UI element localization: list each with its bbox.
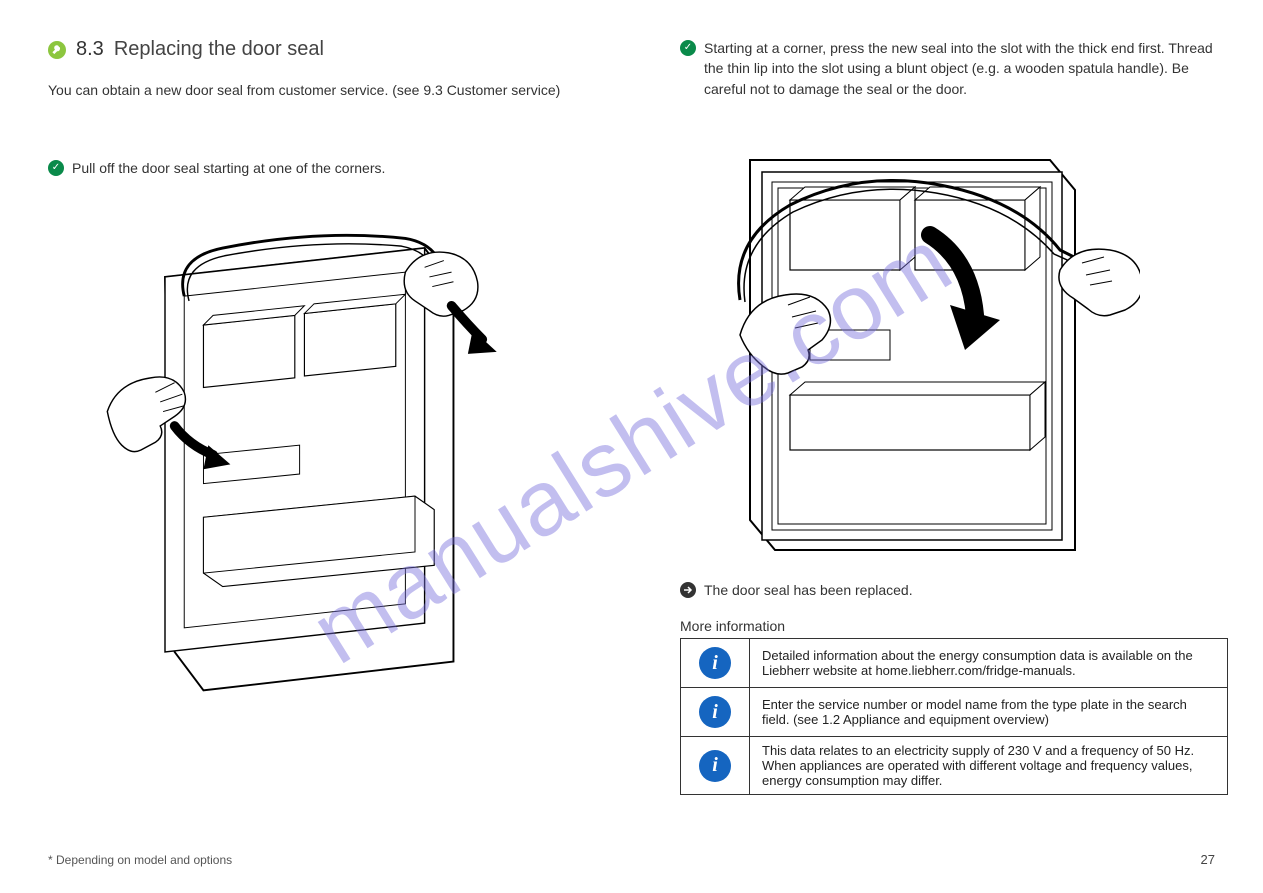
step-2: ✓ Starting at a corner, press the new se… [680, 38, 1228, 99]
section-number: 8.3 [76, 38, 104, 61]
info-icon-cell: i [681, 688, 750, 737]
result-text: The door seal has been replaced. [704, 582, 913, 598]
table-row: i Detailed information about the energy … [681, 639, 1228, 688]
intro-sentence: You can obtain a new door seal from cust… [48, 82, 388, 98]
check-icon: ✓ [48, 160, 64, 176]
info-text-2: Enter the service number or model name f… [750, 688, 1228, 737]
info-text-3: This data relates to an electricity supp… [750, 737, 1228, 795]
step-1-text: Pull off the door seal starting at one o… [72, 158, 385, 178]
intro-ref: (see 9.3 Customer service) [392, 82, 560, 98]
section-header: 8.3 Replacing the door seal [48, 38, 324, 61]
info-icon-cell: i [681, 737, 750, 795]
step-1: ✓ Pull off the door seal starting at one… [48, 158, 608, 178]
arrow-right-icon [680, 582, 696, 598]
info-icon: i [699, 750, 731, 782]
intro-text: You can obtain a new door seal from cust… [48, 80, 608, 100]
table-row: i Enter the service number or model name… [681, 688, 1228, 737]
info-icon-cell: i [681, 639, 750, 688]
result-line: The door seal has been replaced. [680, 582, 913, 598]
table-row: i This data relates to an electricity su… [681, 737, 1228, 795]
wrench-icon [48, 41, 66, 59]
figure-remove-seal [60, 200, 520, 700]
figure-install-seal [680, 120, 1140, 580]
info-table-title: More information [680, 616, 785, 636]
step-2-text: Starting at a corner, press the new seal… [704, 38, 1228, 99]
info-text-2-ref: (see 1.2 Appliance and equipment overvie… [793, 712, 1049, 727]
footer-note: * Depending on model and options [48, 853, 232, 867]
info-icon: i [699, 647, 731, 679]
info-table: i Detailed information about the energy … [680, 638, 1228, 795]
step-2-main: Starting at a corner, press the new seal… [704, 40, 1165, 56]
page-number: 27 [1201, 852, 1215, 867]
section-title: Replacing the door seal [114, 38, 324, 61]
info-text-1: Detailed information about the energy co… [750, 639, 1228, 688]
info-icon: i [699, 696, 731, 728]
check-icon: ✓ [680, 40, 696, 56]
